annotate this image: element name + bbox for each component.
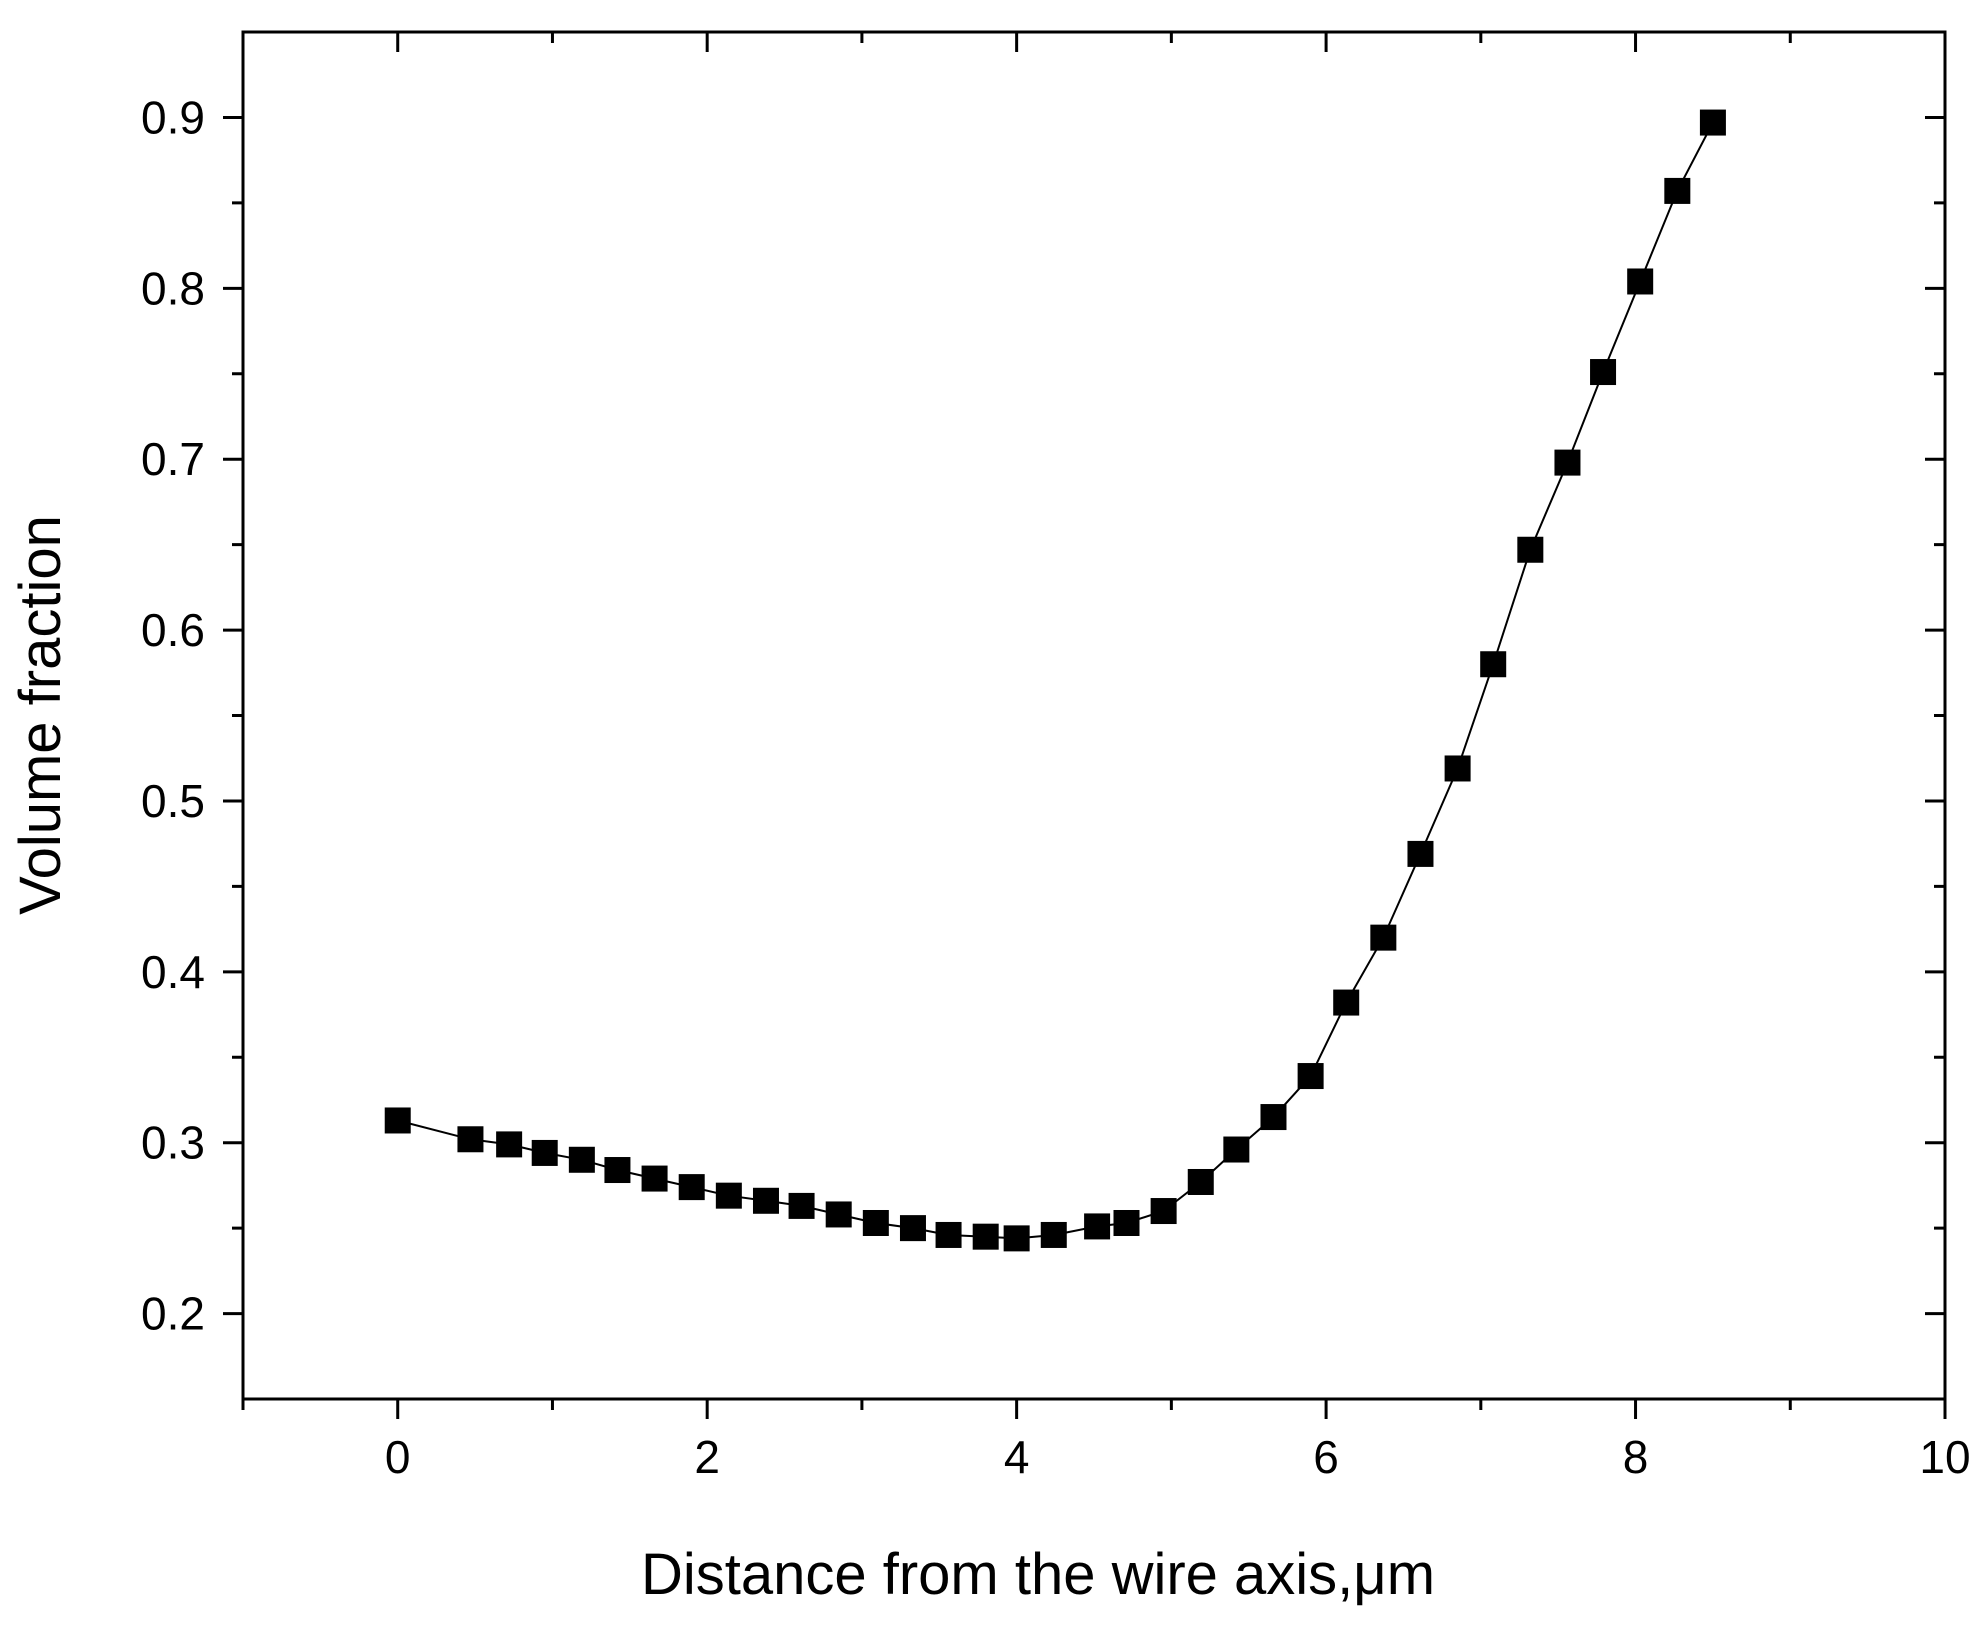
data-point [862,1209,889,1236]
data-point [752,1187,779,1214]
data-point [604,1157,631,1184]
series-line [397,122,1714,1240]
data-point [1554,449,1581,476]
tick-labels-layer: 0 2 4 6 8 10 0.2 0.3 0.4 0.5 0.6 0.7 0.8 0.9 [141,91,1971,1483]
data-point [1333,989,1360,1016]
y-tick-label: 0.5 [141,775,205,827]
plot-frame [241,30,1947,1401]
data-point [1370,924,1397,951]
ticks-layer [223,32,1947,1419]
y-tick-label: 0.2 [141,1288,205,1340]
data-point [568,1146,595,1173]
data-point [1113,1209,1140,1236]
y-tick-label: 0.4 [141,946,205,998]
data-point [1150,1198,1177,1225]
y-tick-label: 0.3 [141,1117,205,1169]
x-tick-label: 10 [1919,1431,1970,1483]
y-tick-label: 0.6 [141,604,205,656]
data-point [496,1131,523,1158]
data-point [1407,840,1434,867]
data-point [531,1139,558,1166]
y-tick-label: 0.8 [141,262,205,314]
data-point [1699,109,1726,136]
data-point [457,1126,484,1153]
data-point [384,1107,411,1134]
data-point [1003,1225,1030,1252]
data-point [935,1221,962,1248]
data-point [1084,1213,1111,1240]
series-layer [384,109,1726,1252]
data-point [715,1182,742,1209]
data-point [1480,651,1507,678]
data-point [678,1174,705,1201]
data-point [641,1165,668,1192]
data-point [1223,1136,1250,1163]
data-point [1187,1168,1214,1195]
data-point [788,1192,815,1219]
x-tick-label: 4 [1004,1431,1030,1483]
x-tick-label: 6 [1313,1431,1339,1483]
x-axis-title: Distance from the wire axis,μm [641,1542,1435,1607]
data-point [1297,1063,1324,1090]
data-point [1444,755,1471,782]
data-point [1590,359,1617,386]
x-tick-label: 2 [694,1431,720,1483]
data-point [1517,536,1544,563]
data-point [825,1201,852,1228]
data-point [1040,1221,1067,1248]
y-tick-label: 0.7 [141,433,205,485]
data-point [972,1223,999,1250]
data-point [1664,177,1691,204]
x-tick-label: 8 [1623,1431,1649,1483]
y-axis-title: Volume fraction [8,515,73,915]
data-point [1260,1104,1287,1131]
y-tick-label: 0.9 [141,91,205,143]
data-point [1627,268,1654,295]
data-point [899,1215,926,1242]
x-tick-label: 0 [385,1431,411,1483]
